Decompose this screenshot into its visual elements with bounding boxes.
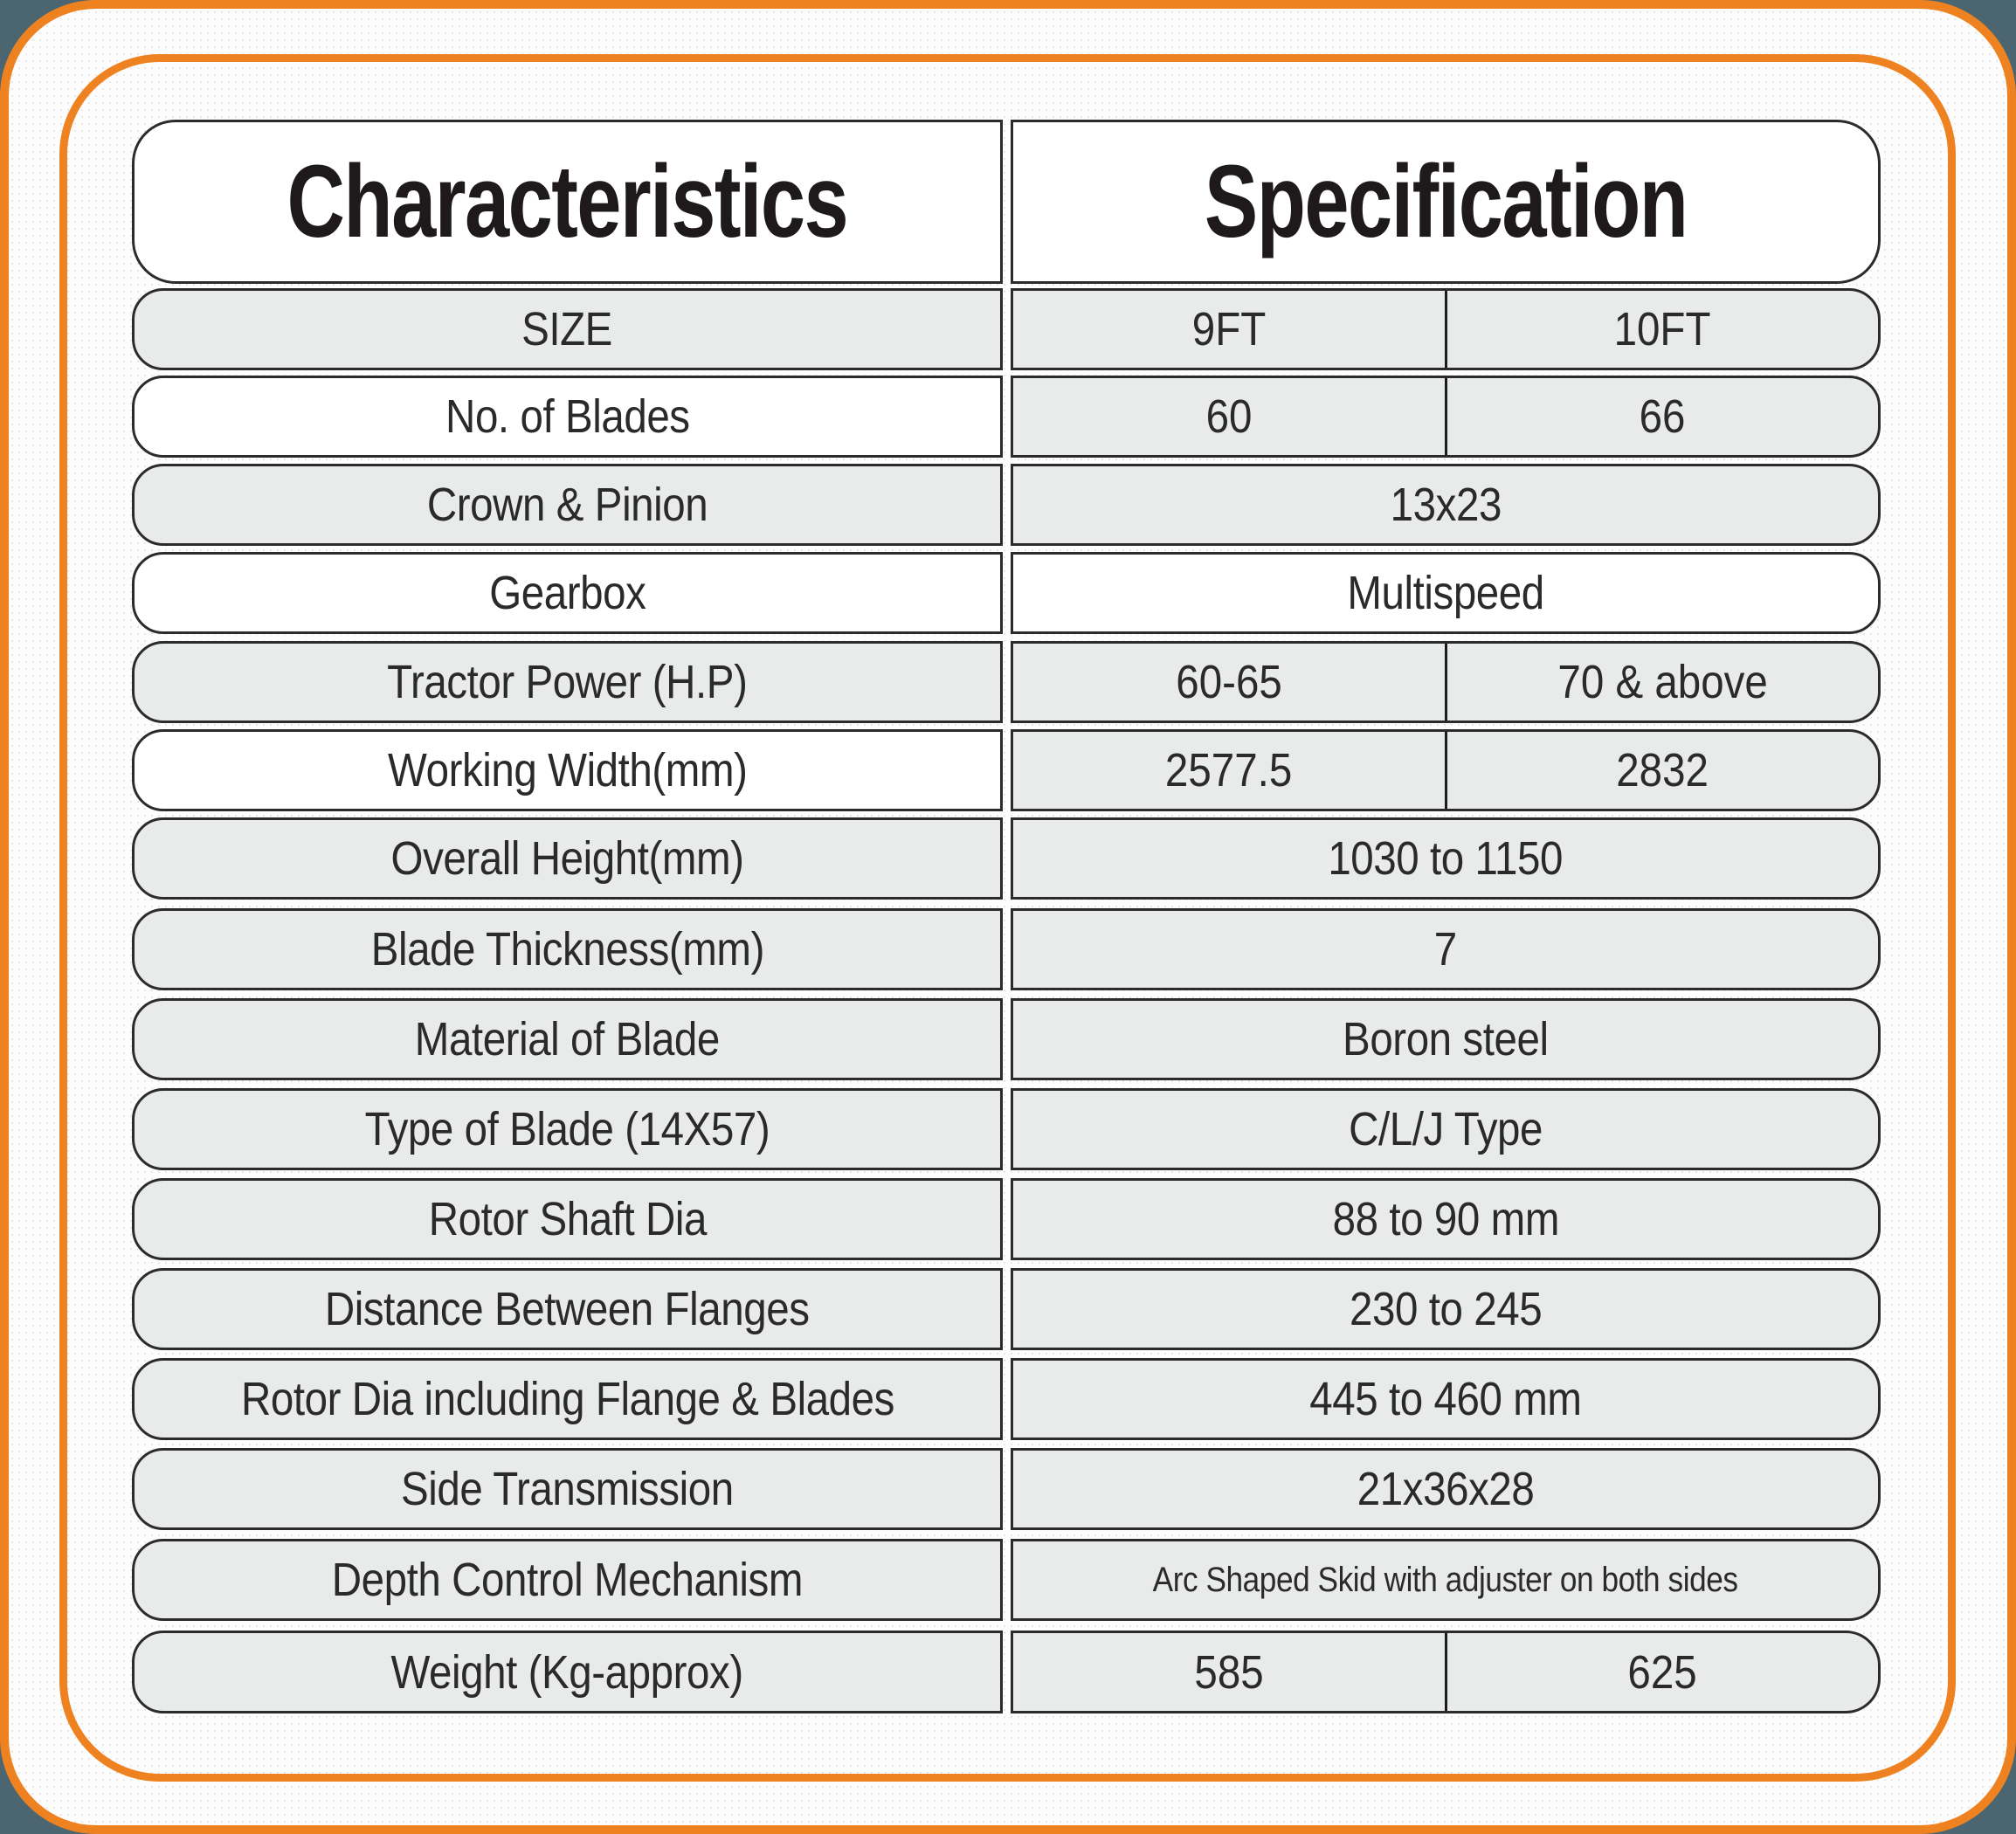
row-label: Tractor Power (H.P) <box>132 641 1003 723</box>
table-row-blade-thickness: Blade Thickness(mm) 7 <box>132 908 1881 990</box>
table-row-depth-control: Depth Control Mechanism Arc Shaped Skid … <box>132 1539 1881 1621</box>
table-row-crown-pinion: Crown & Pinion 13x23 <box>132 464 1881 546</box>
row-label: Rotor Shaft Dia <box>132 1178 1003 1260</box>
row-label: Crown & Pinion <box>132 464 1003 546</box>
value-9ft: 585 <box>1013 1633 1447 1711</box>
table-header-row: Characteristics Specification <box>132 120 1881 284</box>
value-10ft: 70 & above <box>1557 656 1768 708</box>
row-label: Overall Height(mm) <box>132 817 1003 900</box>
row-value: C/L/J Type <box>1011 1088 1881 1170</box>
row-value: 445 to 460 mm <box>1011 1358 1881 1440</box>
row-value: Arc Shaped Skid with adjuster on both si… <box>1011 1539 1881 1621</box>
value-9ft: 60 <box>1013 378 1447 455</box>
row-value: 230 to 245 <box>1011 1268 1881 1350</box>
table-row-flange-distance: Distance Between Flanges 230 to 245 <box>132 1268 1881 1350</box>
row-label: Side Transmission <box>132 1448 1003 1530</box>
value-9ft: 9FT <box>1013 291 1447 368</box>
row-value: 1030 to 1150 <box>1011 817 1881 900</box>
table-row-weight: Weight (Kg-approx) 585 625 <box>132 1631 1881 1713</box>
value-9ft: 2577.5 <box>1013 732 1447 809</box>
row-value: 13x23 <box>1011 464 1881 546</box>
row-value: 88 to 90 mm <box>1011 1178 1881 1260</box>
row-label: Weight (Kg-approx) <box>132 1631 1003 1713</box>
row-value-split: 2577.5 2832 <box>1011 729 1881 811</box>
row-label: Blade Thickness(mm) <box>132 908 1003 990</box>
table-row-rotor-dia: Rotor Dia including Flange & Blades 445 … <box>132 1358 1881 1440</box>
table-row-blade-type: Type of Blade (14X57) C/L/J Type <box>132 1088 1881 1170</box>
row-value-split: 585 625 <box>1011 1631 1881 1713</box>
row-label: Gearbox <box>132 552 1003 634</box>
value-10ft: 10FT <box>1613 303 1711 355</box>
table-row-blades: No. of Blades 60 66 <box>132 376 1881 458</box>
row-value: Multispeed <box>1011 552 1881 634</box>
row-value-split: 60 66 <box>1011 376 1881 458</box>
row-label: SIZE <box>132 288 1003 370</box>
row-value-split: 60-65 70 & above <box>1011 641 1881 723</box>
header-characteristics: Characteristics <box>132 120 1003 284</box>
row-label: Working Width(mm) <box>132 729 1003 811</box>
table-row-side-transmission: Side Transmission 21x36x28 <box>132 1448 1881 1530</box>
table-row-gearbox: Gearbox Multispeed <box>132 552 1881 634</box>
value-9ft: 60-65 <box>1013 644 1447 720</box>
row-label: Rotor Dia including Flange & Blades <box>132 1358 1003 1440</box>
table-row-working-width: Working Width(mm) 2577.5 2832 <box>132 729 1881 811</box>
table-row-material: Material of Blade Boron steel <box>132 998 1881 1080</box>
table-row-tractor-power: Tractor Power (H.P) 60-65 70 & above <box>132 641 1881 723</box>
value-10ft: 66 <box>1639 390 1686 443</box>
row-label: No. of Blades <box>132 376 1003 458</box>
value-10ft: 2832 <box>1616 744 1709 796</box>
row-label: Depth Control Mechanism <box>132 1539 1003 1621</box>
row-value-split: 9FT 10FT <box>1011 288 1881 370</box>
table-row-overall-height: Overall Height(mm) 1030 to 1150 <box>132 817 1881 900</box>
row-value: 7 <box>1011 908 1881 990</box>
row-value: Boron steel <box>1011 998 1881 1080</box>
table-row-size: SIZE 9FT 10FT <box>132 288 1881 370</box>
row-label: Material of Blade <box>132 998 1003 1080</box>
inner-orange-frame <box>59 54 1956 1782</box>
value-10ft: 625 <box>1627 1645 1697 1699</box>
row-label: Type of Blade (14X57) <box>132 1088 1003 1170</box>
row-value: 21x36x28 <box>1011 1448 1881 1530</box>
header-specification: Specification <box>1011 120 1881 284</box>
table-row-rotor-shaft: Rotor Shaft Dia 88 to 90 mm <box>132 1178 1881 1260</box>
row-label: Distance Between Flanges <box>132 1268 1003 1350</box>
